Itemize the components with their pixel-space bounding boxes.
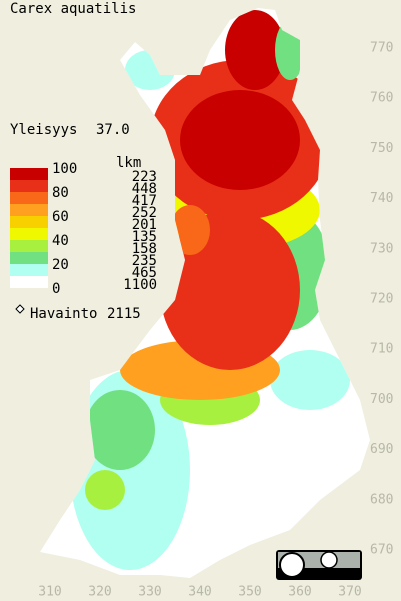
region	[180, 90, 300, 190]
x-axis-label: 360	[288, 585, 311, 600]
legend-swatch	[10, 204, 48, 216]
legend-swatch	[10, 240, 48, 252]
legend-scale: 0	[52, 281, 60, 297]
x-axis-label: 320	[88, 585, 111, 600]
legend-count: 448	[132, 181, 157, 197]
legend-count: 158	[132, 241, 157, 257]
legend-count: 223	[132, 169, 157, 185]
x-axis-label: 310	[38, 585, 61, 600]
legend-count: 252	[132, 205, 157, 221]
legend-swatch	[10, 252, 48, 264]
legend-count: 235	[132, 253, 157, 269]
x-axis-label: 350	[238, 585, 261, 600]
legend-swatch	[10, 180, 48, 192]
x-axis-label: 330	[138, 585, 161, 600]
y-axis-label: 720	[370, 292, 393, 307]
y-axis-label: 700	[370, 392, 393, 407]
frequency-label: Yleisyys	[10, 122, 77, 138]
observation-symbol	[15, 304, 25, 314]
y-axis-label: 770	[370, 41, 393, 56]
legend-scale: 60	[52, 209, 69, 225]
y-axis-label: 740	[370, 191, 393, 206]
legend-swatch	[10, 264, 48, 276]
legend-scale: 80	[52, 185, 69, 201]
count-header: lkm	[116, 155, 141, 171]
y-axis-label: 710	[370, 342, 393, 357]
frequency-value: 37.0	[96, 122, 130, 138]
legend-count: 465	[132, 265, 157, 281]
legend-swatch	[10, 192, 48, 204]
region	[170, 205, 210, 255]
legend-swatch	[10, 168, 48, 180]
cc-badge	[276, 550, 362, 580]
x-axis-label: 340	[188, 585, 211, 600]
y-axis-label: 680	[370, 492, 393, 507]
y-axis-label: 690	[370, 442, 393, 457]
y-axis-label: 730	[370, 241, 393, 256]
region	[85, 470, 125, 510]
legend-count: 135	[132, 229, 157, 245]
x-axis-label: 370	[338, 585, 361, 600]
legend-scale: 40	[52, 233, 69, 249]
region	[125, 50, 175, 90]
legend-swatch	[10, 228, 48, 240]
legend-count: 201	[132, 217, 157, 233]
legend-scale: 20	[52, 257, 69, 273]
y-axis-label: 670	[370, 543, 393, 558]
region	[275, 20, 305, 80]
region	[225, 10, 285, 90]
region	[85, 390, 155, 470]
y-axis-label: 750	[370, 141, 393, 156]
y-axis-label: 760	[370, 91, 393, 106]
legend-count: 417	[132, 193, 157, 209]
legend-swatch	[10, 276, 48, 288]
legend-swatch	[10, 216, 48, 228]
observation-label: Havainto	[30, 306, 97, 322]
observation-count: 2115	[107, 306, 141, 322]
legend-count: 1100	[123, 277, 157, 293]
title: Carex aquatilis	[10, 1, 136, 17]
legend-scale: 100	[52, 161, 77, 177]
region	[270, 350, 350, 410]
